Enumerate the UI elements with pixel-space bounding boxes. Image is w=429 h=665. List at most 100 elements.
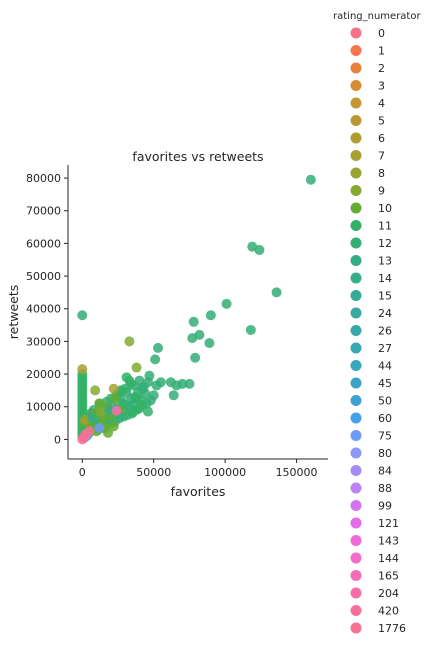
legend-marker <box>350 360 362 371</box>
data-point <box>204 338 215 349</box>
y-tick-label: 30000 <box>26 335 61 348</box>
legend-marker <box>350 552 362 564</box>
legend-entry: 60 <box>350 412 392 425</box>
legend-label: 6 <box>378 132 385 145</box>
legend-entry: 143 <box>350 535 399 548</box>
data-point <box>125 378 136 389</box>
data-point <box>254 244 265 255</box>
legend-label: 8 <box>378 167 385 180</box>
legend-entry: 9 <box>350 185 385 198</box>
legend-entry: 45 <box>350 377 392 390</box>
data-point <box>131 393 142 404</box>
legend-label: 121 <box>378 517 399 530</box>
legend-entry: 12 <box>350 237 392 250</box>
legend-label: 144 <box>378 552 399 565</box>
legend-entry: 84 <box>350 465 392 478</box>
data-point <box>171 380 182 391</box>
data-point <box>245 324 256 335</box>
data-point <box>188 316 199 327</box>
legend-entry: 1 <box>350 45 385 58</box>
data-point <box>95 406 106 417</box>
data-point <box>271 287 282 298</box>
legend-marker <box>350 272 362 284</box>
legend-label: 1776 <box>378 622 406 635</box>
data-point <box>150 354 161 365</box>
legend-entry: 99 <box>350 500 392 513</box>
legend-entry: 0 <box>350 27 385 40</box>
data-point <box>148 390 159 401</box>
y-tick-label: 80000 <box>26 172 61 185</box>
legend-entry: 24 <box>350 307 392 320</box>
legend-entry: 26 <box>350 325 392 338</box>
legend-label: 1 <box>378 45 385 58</box>
y-tick-label: 10000 <box>26 401 61 414</box>
data-point <box>108 383 119 394</box>
data-point <box>153 342 163 353</box>
legend-entry: 80 <box>350 447 392 460</box>
legend-marker <box>350 377 362 389</box>
legend-marker <box>350 430 362 441</box>
legend-label: 204 <box>378 587 399 600</box>
legend-marker <box>350 605 362 616</box>
legend-marker <box>350 482 362 494</box>
legend-label: 60 <box>378 412 392 425</box>
legend-entry: 121 <box>350 517 399 530</box>
legend-label: 4 <box>378 97 385 110</box>
legend-label: 45 <box>378 377 392 390</box>
data-point <box>205 310 216 321</box>
data-point <box>108 421 119 432</box>
y-tick-label: 0 <box>54 433 61 446</box>
legend-entry: 144 <box>350 552 399 565</box>
legend: rating_numerator 01234567891011121314152… <box>333 11 421 635</box>
legend-entry: 7 <box>350 150 385 163</box>
legend-label: 24 <box>378 307 392 320</box>
legend-label: 80 <box>378 447 392 460</box>
series-7 <box>77 364 119 425</box>
series-165 <box>111 405 122 416</box>
legend-entry: 420 <box>350 605 399 618</box>
legend-label: 13 <box>378 255 392 268</box>
data-point <box>168 390 179 401</box>
legend-entry: 11 <box>350 220 392 233</box>
legend-label: 27 <box>378 342 392 355</box>
data-point <box>77 434 88 445</box>
series-9 <box>90 336 142 417</box>
y-tick-label: 40000 <box>26 303 61 316</box>
legend-entry: 14 <box>350 272 392 285</box>
y-axis-label: retweets <box>6 285 21 339</box>
legend-marker <box>350 307 362 319</box>
legend-entry: 4 <box>350 97 385 110</box>
y-ticks: 0 10000 20000 30000 40000 50000 60000 70000 8000… <box>26 172 68 446</box>
legend-label: 0 <box>378 27 385 40</box>
x-axis-label: favorites <box>171 484 226 499</box>
legend-entry: 13 <box>350 255 392 268</box>
legend-label: 12 <box>378 237 392 250</box>
legend-entry: 88 <box>350 482 392 495</box>
legend-marker <box>350 185 362 196</box>
legend-marker <box>350 395 362 406</box>
legend-entry: 5 <box>350 115 385 128</box>
data-point <box>77 310 88 321</box>
legend-label: 50 <box>378 395 392 408</box>
legend-entry: 44 <box>350 360 392 373</box>
legend-label: 5 <box>378 115 385 128</box>
legend-marker <box>350 447 362 459</box>
legend-marker <box>350 535 362 546</box>
legend-label: 26 <box>378 325 392 338</box>
legend-marker <box>350 465 362 476</box>
legend-marker <box>350 220 362 231</box>
legend-entry: 165 <box>350 570 399 583</box>
data-point <box>131 362 142 373</box>
data-point <box>77 364 88 375</box>
legend-marker <box>350 237 362 249</box>
legend-marker <box>350 570 362 581</box>
legend-marker <box>350 167 362 179</box>
data-point <box>103 427 113 438</box>
data-point <box>151 380 162 391</box>
legend-label: 9 <box>378 185 385 198</box>
data-point <box>94 422 105 433</box>
legend-entry: 8 <box>350 167 385 180</box>
legend-label: 75 <box>378 430 392 443</box>
legend-entry: 15 <box>350 290 392 303</box>
legend-marker <box>350 325 362 336</box>
